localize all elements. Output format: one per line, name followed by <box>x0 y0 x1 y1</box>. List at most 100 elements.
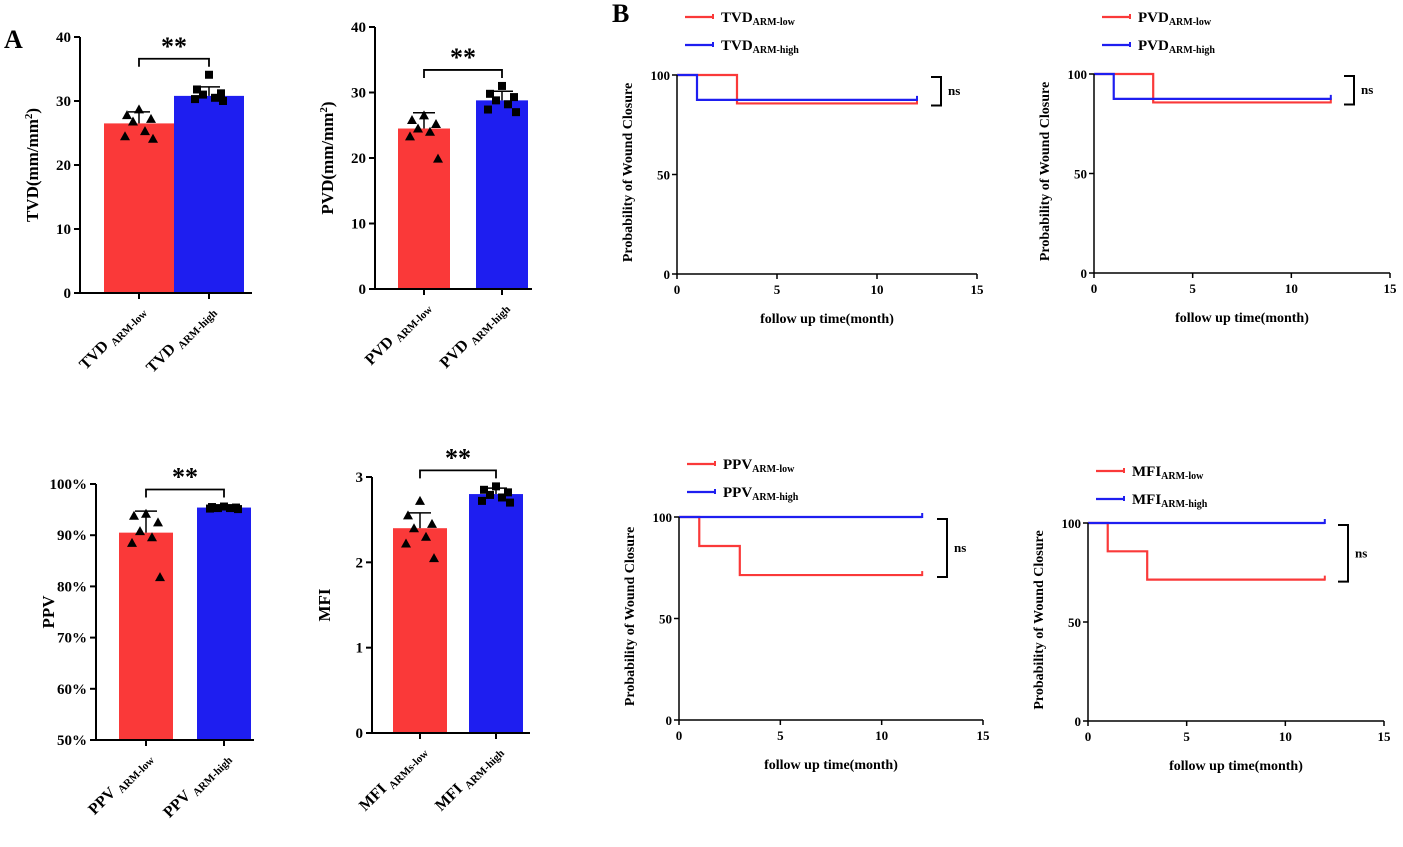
x-tick-label: 15 <box>1384 281 1398 296</box>
ns-bracket <box>1344 75 1355 106</box>
ns-bracket <box>1338 524 1349 583</box>
legend-label-subscript: ARM-low <box>1169 17 1212 28</box>
ns-label: ns <box>954 540 966 555</box>
significance-bracket <box>419 469 497 479</box>
significance-bracket <box>423 69 503 78</box>
category-label-subscript: ARMs-low <box>387 747 431 791</box>
y-axis-title: Probability of Wound Closure <box>1032 530 1047 709</box>
survival-line-arm-low <box>1088 521 1325 581</box>
x-tick-label: 10 <box>1285 281 1298 296</box>
data-point-triangle <box>421 531 431 541</box>
bar-arm-low <box>398 128 450 289</box>
y-tick-label: 0 <box>64 286 72 302</box>
y-axis-title: Probability of Wound Closure <box>623 527 638 706</box>
legend-label: MFIARM-low <box>1132 464 1204 482</box>
y-tick-label: 100 <box>651 68 671 83</box>
y-tick-label: 50 <box>659 612 672 627</box>
y-tick-label: 20 <box>56 158 71 174</box>
category-label: MFI ARMs-low <box>356 742 431 817</box>
data-point-square <box>205 70 213 79</box>
x-axis-title: follow up time(month) <box>760 312 894 327</box>
y-tick-label: 10 <box>351 217 366 233</box>
legend-label-main: MFI <box>1132 464 1161 480</box>
data-point-triangle <box>146 113 156 123</box>
data-point-triangle <box>141 508 151 518</box>
legend-label-main: PPV <box>723 457 752 473</box>
data-point-triangle <box>120 131 130 141</box>
survival-line-arm-high <box>677 73 917 101</box>
data-point-triangle <box>403 510 413 520</box>
y-tick-label: 70% <box>57 631 87 647</box>
y-tick-label: 10 <box>56 222 71 238</box>
data-point-square <box>199 90 207 99</box>
y-axis-title: PPV <box>39 595 58 629</box>
y-tick-label: 80% <box>57 579 87 595</box>
x-axis-title: follow up time(month) <box>1175 311 1309 326</box>
x-tick-label: 0 <box>1085 729 1092 744</box>
data-point-triangle <box>407 115 417 125</box>
y-tick-label: 30 <box>56 94 71 110</box>
y-tick-label: 100 <box>653 510 673 525</box>
x-tick-label: 0 <box>676 728 683 743</box>
x-tick-label: 10 <box>1279 729 1292 744</box>
category-label-subscript: ARM-low <box>116 754 157 795</box>
data-point-triangle <box>135 526 145 536</box>
data-point-triangle <box>148 133 158 143</box>
data-point-square <box>220 502 228 511</box>
category-label: PPV ARM-low <box>85 749 157 821</box>
ns-label: ns <box>948 83 960 98</box>
x-tick-label: 5 <box>1189 281 1196 296</box>
data-point-triangle <box>425 126 435 136</box>
legend-label-subscript: ARM-high <box>1169 45 1216 56</box>
data-point-triangle <box>405 131 415 141</box>
legend-label-main: MFI <box>1132 492 1161 508</box>
data-point-triangle <box>147 532 157 542</box>
significance-bracket <box>145 488 225 498</box>
legend-label-main: PPV <box>723 485 752 501</box>
y-tick-label: 60% <box>57 682 87 698</box>
data-point-square <box>234 505 242 514</box>
x-tick-label: 5 <box>777 728 784 743</box>
y-tick-label: 0 <box>1075 714 1082 729</box>
data-point-triangle <box>429 553 439 563</box>
bar-arm-high <box>476 100 528 289</box>
data-point-square <box>492 96 500 105</box>
data-point-triangle <box>401 538 411 548</box>
mfi-survival-chart: 0 50 100 0 5 10 15 follow up time(month) Probabi… <box>1032 464 1391 774</box>
y-tick-label: 30 <box>351 86 366 102</box>
legend-label-main: TVD <box>721 38 753 54</box>
x-tick-label: 15 <box>971 282 985 297</box>
data-point-triangle <box>128 116 138 126</box>
data-point-triangle <box>433 153 443 163</box>
legend-label: MFIARM-high <box>1132 492 1208 510</box>
data-point-square <box>191 95 199 104</box>
data-point-triangle <box>413 123 423 133</box>
legend-label: PPVARM-high <box>723 485 799 503</box>
x-tick-label: 10 <box>871 282 884 297</box>
legend-label-main: PVD <box>1138 38 1169 54</box>
y-tick-label: 50% <box>57 733 87 749</box>
legend-label-subscript: ARM-high <box>753 45 800 56</box>
y-axis-title-suffix: ) <box>318 101 337 107</box>
data-point-triangle <box>419 110 429 120</box>
x-axis-title: follow up time(month) <box>1169 759 1303 774</box>
ns-label: ns <box>1355 545 1367 560</box>
ns-bracket <box>937 518 948 579</box>
data-point-square <box>484 105 492 114</box>
data-point-square <box>504 488 512 497</box>
data-point-triangle <box>127 537 137 547</box>
y-tick-label: 1 <box>356 641 364 657</box>
bar-arms-low <box>393 528 447 733</box>
data-point-triangle <box>431 118 441 128</box>
data-point-square <box>214 504 222 513</box>
legend-label: PVDARM-high <box>1138 38 1215 56</box>
legend-label-subscript: ARM-low <box>753 17 796 28</box>
data-point-square <box>211 93 219 102</box>
category-label-subscript: ARM-high <box>469 303 513 347</box>
bar-arm-low <box>104 123 174 294</box>
y-tick-label: 50 <box>1068 615 1081 630</box>
legend-label-subscript: ARM-low <box>752 464 795 475</box>
